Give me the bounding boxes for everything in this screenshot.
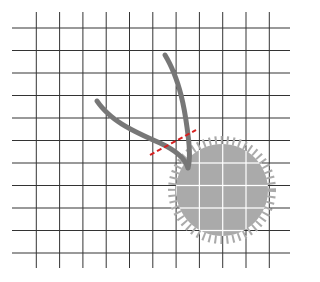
branch-left [97, 101, 188, 168]
diagram [0, 0, 299, 282]
page: {} (() => { const NS = 'http://www.w3.or… [0, 0, 320, 282]
